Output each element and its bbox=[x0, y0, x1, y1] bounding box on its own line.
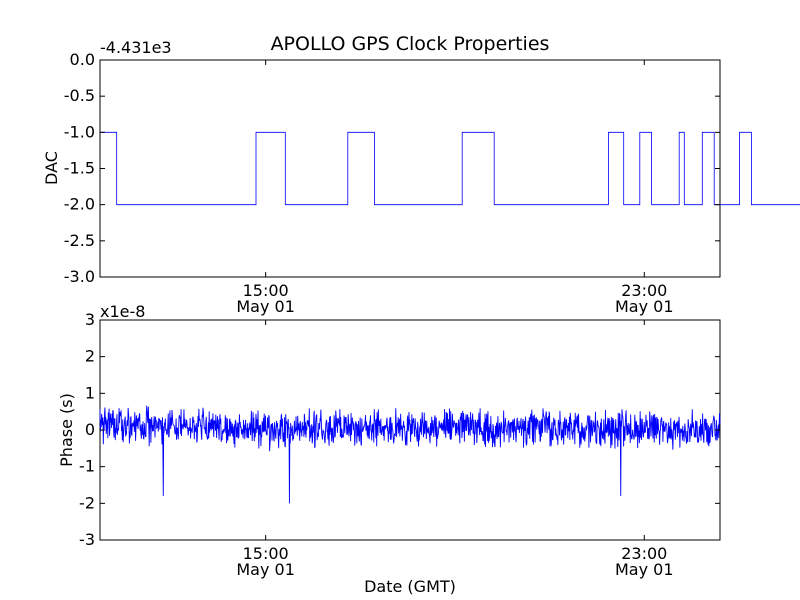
dac-y-tick-label: -1.5 bbox=[64, 159, 95, 178]
phase-y-tick-label: 0 bbox=[85, 420, 95, 439]
x-axis-label: Date (GMT) bbox=[364, 577, 456, 596]
dac-x-tick-time: 23:00 bbox=[621, 281, 667, 300]
phase-y-tick-label: -1 bbox=[79, 457, 95, 476]
dac-y-tick-label: -2.0 bbox=[64, 195, 95, 214]
dac-x-tick-date: May 01 bbox=[236, 297, 295, 316]
phase-y-tick-label: 1 bbox=[85, 383, 95, 402]
chart-title: APOLLO GPS Clock Properties bbox=[271, 33, 550, 55]
dac-x-tick-time: 15:00 bbox=[243, 281, 289, 300]
phase-y-axis-label: Phase (s) bbox=[57, 393, 76, 467]
phase-x-tick-date: May 01 bbox=[615, 560, 674, 579]
phase-series bbox=[99, 405, 721, 504]
dac-y-tick-label: 0.0 bbox=[70, 50, 95, 69]
phase-series-line bbox=[99, 405, 721, 504]
dac-y-tick-label: -1.0 bbox=[64, 122, 95, 141]
dac-plot-area bbox=[99, 59, 721, 278]
dac-series bbox=[100, 131, 800, 206]
dac-y-axis-label: DAC bbox=[42, 151, 61, 185]
dac-x-tick-date: May 01 bbox=[615, 297, 674, 316]
dac-y-tick-label: -2.5 bbox=[64, 231, 95, 250]
phase-x-tick-date: May 01 bbox=[236, 560, 295, 579]
phase-x-tick-time: 15:00 bbox=[243, 544, 289, 563]
phase-y-ticks: 3 2 1 0 -1 -2 -3 bbox=[79, 310, 720, 549]
dac-offset-label: -4.431e3 bbox=[100, 38, 172, 57]
phase-y-tick-label: -2 bbox=[79, 493, 95, 512]
dac-series-line bbox=[100, 131, 800, 206]
dac-y-ticks: 0.0 -0.5 -1.0 -1.5 -2.0 -2.5 -3.0 bbox=[64, 50, 720, 286]
dac-y-tick-label: -3.0 bbox=[64, 267, 95, 286]
phase-y-tick-label: 3 bbox=[85, 310, 95, 329]
phase-y-tick-label: 2 bbox=[85, 347, 95, 366]
phase-y-tick-label: -3 bbox=[79, 530, 95, 549]
phase-x-tick-time: 23:00 bbox=[621, 544, 667, 563]
dac-y-tick-label: -0.5 bbox=[64, 86, 95, 105]
phase-offset-label: x1e-8 bbox=[100, 302, 145, 321]
